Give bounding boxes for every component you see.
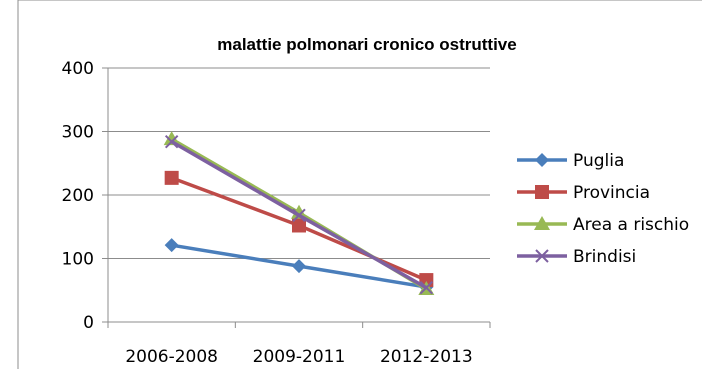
data-point [163, 131, 180, 146]
x-tick-label: 2009-2011 [253, 347, 346, 367]
data-point [164, 134, 179, 149]
chart-border [17, 0, 702, 369]
legend-label: Puglia [573, 151, 624, 171]
data-point [292, 218, 306, 233]
legend-item: Puglia [517, 151, 624, 171]
data-point [292, 259, 306, 274]
legend-label: Provincia [573, 183, 650, 203]
series-brindisi [164, 134, 434, 295]
y-tick-label: 0 [83, 313, 94, 333]
data-point [535, 185, 549, 199]
y-tick-label: 200 [62, 186, 94, 206]
legend-item: Brindisi [517, 247, 636, 267]
data-point [535, 153, 549, 167]
x-tick-label: 2006-2008 [125, 347, 218, 367]
legend-item: Area a rischio [517, 215, 689, 235]
x-tick-label: 2012-2013 [380, 347, 473, 367]
data-point [534, 216, 550, 230]
data-point [292, 208, 306, 223]
series-group [163, 131, 435, 295]
legend-item: Provincia [517, 183, 650, 203]
data-point [164, 170, 179, 185]
chart-title: malattie polmonari cronico ostruttive [217, 35, 516, 54]
legend-label: Brindisi [573, 247, 636, 267]
axes [102, 67, 491, 328]
data-point [291, 204, 307, 219]
y-tick-label: 100 [62, 250, 94, 270]
y-axis-ticks: 0 100 200 300 400 [62, 59, 94, 333]
legend-label: Area a rischio [573, 215, 689, 235]
series-provincia [164, 170, 434, 288]
data-point [535, 249, 549, 263]
y-tick-label: 400 [62, 59, 94, 79]
data-point [419, 281, 434, 295]
x-axis-ticks: 2006-2008 2009-2011 2012-2013 [125, 347, 472, 367]
legend: Puglia Provincia Area a rischio Brindisi [517, 151, 689, 267]
data-point [164, 238, 179, 253]
y-tick-label: 300 [62, 123, 94, 143]
